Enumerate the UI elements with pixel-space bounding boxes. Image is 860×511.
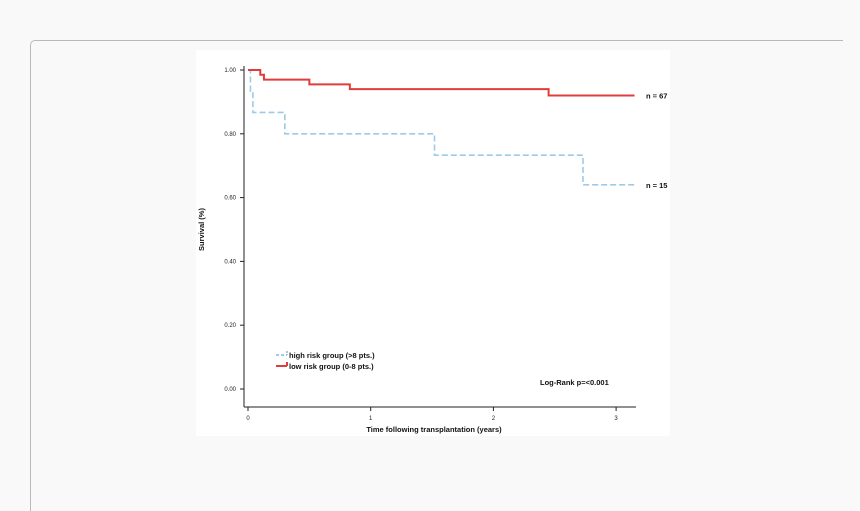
y-tick-label: 0.60 [224, 196, 236, 202]
legend: high risk group (>8 pts.) low risk group … [276, 351, 375, 371]
y-tick-label: 1.00 [224, 68, 236, 74]
x-tick-label: 0 [246, 416, 250, 422]
y-tick-label: 0.00 [224, 387, 236, 393]
legend-label: low risk group (0-8 pts.) [289, 362, 374, 371]
y-axis-title: Survival (%) [197, 208, 206, 251]
x-tick-label: 3 [614, 416, 618, 422]
legend-label: high risk group (>8 pts.) [289, 351, 375, 360]
x-tick-label: 2 [492, 416, 496, 422]
series-line-high-risk [248, 69, 635, 186]
y-tick-label: 0.40 [224, 259, 236, 265]
series-end-label: n = 67 [646, 92, 667, 101]
y-ticks: 0.00 0.20 0.40 0.60 0.80 1.00 [224, 68, 244, 393]
log-rank-annotation: Log-Rank p=<0.001 [540, 378, 609, 387]
series-line-low-risk [248, 69, 635, 97]
x-tick-label: 1 [369, 416, 373, 422]
x-axis-title: Time following transplantation (years) [366, 425, 502, 434]
y-tick-label: 0.80 [224, 132, 236, 138]
y-tick-label: 0.20 [224, 323, 236, 329]
x-ticks: 0 1 2 3 [246, 407, 618, 422]
survival-curves [248, 69, 635, 186]
series-end-label: n = 15 [646, 181, 667, 190]
end-labels: n = 15 n = 67 [646, 92, 667, 190]
